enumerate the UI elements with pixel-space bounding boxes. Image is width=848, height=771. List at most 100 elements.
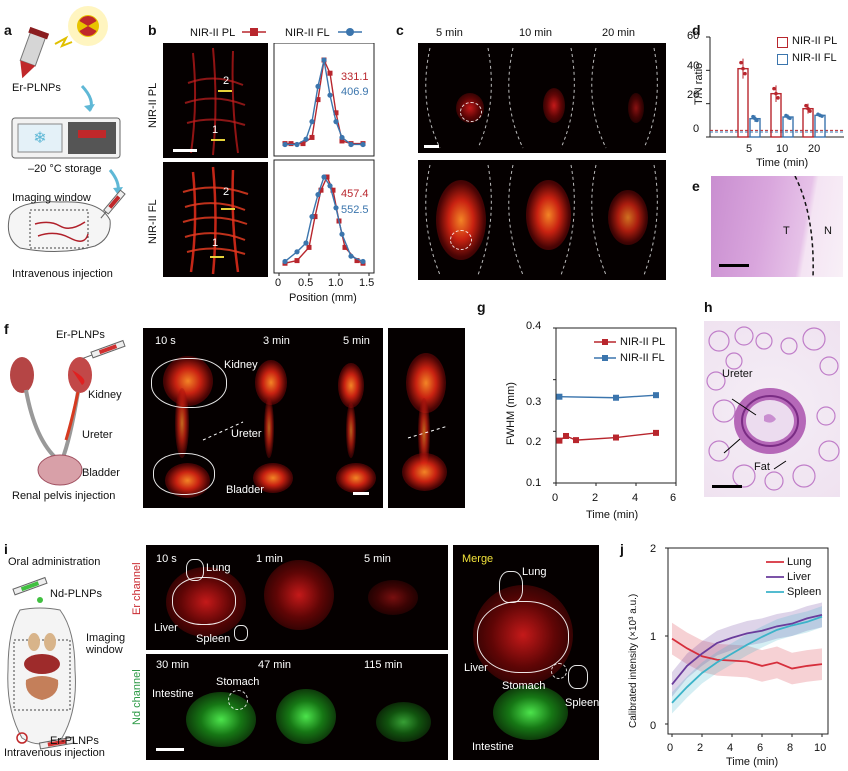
g-line-chart [553, 327, 677, 486]
d-bar [737, 67, 749, 138]
d-bar-chart [706, 36, 844, 138]
b-profile-point [321, 57, 327, 63]
d-ytick-2: 40 [687, 60, 700, 72]
b-profile-point [309, 134, 315, 140]
i-er-time-2: 5 min [364, 553, 391, 565]
g-xlabel: Time (min) [586, 509, 639, 521]
e-t-label: T [783, 225, 790, 237]
b-profile-point [318, 187, 324, 193]
j-xtick-3: 6 [757, 742, 764, 754]
i-nd-time-2: 115 min [364, 659, 403, 671]
b-profile-point [300, 141, 306, 147]
f-time-1: 3 min [263, 335, 290, 347]
i-spleen-label: Spleen [196, 633, 231, 645]
b-marker-2: 2 [223, 75, 230, 87]
h-ureter-label: Ureter [722, 368, 753, 380]
j-line-chart [665, 547, 829, 737]
d-dot [786, 115, 790, 119]
j-ylabel: Calibrated intensity (×10³ a.u.) [628, 593, 639, 728]
b-profile-point [315, 97, 321, 103]
i-nd-channel-label: Nd channel [131, 669, 143, 725]
i-er-time-0: 10 s [156, 553, 177, 565]
j-xtick-4: 8 [787, 742, 794, 754]
i-er-plnps-label: Er-PLNPs [50, 735, 99, 747]
b-marker-1: 1 [212, 124, 219, 136]
b-profile-point [303, 136, 309, 142]
b-val-pl-red: 331.1 [341, 71, 369, 83]
b-profile-plots [273, 43, 375, 276]
kidney-left-icon [10, 357, 34, 393]
panel-f-label: f [4, 321, 9, 337]
f-injection-label: Renal pelvis injection [12, 490, 116, 502]
b-profile-point [288, 141, 294, 147]
j-ytick-0: 0 [650, 720, 657, 732]
panel-c-label: c [396, 22, 404, 38]
h-histology-image [704, 321, 840, 497]
d-dot [753, 116, 757, 121]
b-profile-point [282, 141, 288, 148]
j-legend-liver: Liver [787, 571, 811, 583]
c-time-0: 5 min [436, 27, 463, 39]
d-ytick-1: 20 [687, 89, 700, 101]
g-legend-fl: NIR-II FL [620, 352, 665, 364]
g-ytick-2: 0.3 [526, 396, 542, 408]
f-bladder-label: Bladder [82, 467, 120, 479]
radiation-icon [79, 16, 97, 36]
i-merge-image [453, 545, 599, 760]
f-time-images [143, 328, 383, 508]
b-profile-point [321, 174, 327, 180]
b-profile-point [333, 110, 339, 116]
syringe-icon [100, 189, 126, 219]
d-legend-fl-swatch [777, 54, 788, 65]
j-error-band [672, 622, 822, 685]
d-dot [774, 91, 778, 96]
mouse-icon [7, 201, 111, 253]
b-profile-point [324, 174, 330, 180]
panel-a-schematic: ❄ [7, 6, 126, 253]
row-pl-label: NIR-II PL [147, 82, 159, 128]
panel-d-label: d [692, 22, 701, 38]
f-ureter-label: Ureter [82, 429, 113, 441]
j-frame [667, 547, 829, 735]
panel-i-label: i [4, 541, 8, 557]
c-time-1: 10 min [519, 27, 553, 39]
syringe-icon [82, 339, 126, 359]
i-imaging-window-label: Imaging window [86, 632, 126, 656]
panel-h-label: h [704, 299, 713, 315]
g-xtick-3: 6 [670, 492, 677, 504]
d-legend-pl: NIR-II PL [792, 35, 838, 47]
i-merge-lung-label: Lung [522, 566, 547, 578]
g-point [563, 432, 569, 439]
i-merge-intestine-label: Intestine [472, 741, 514, 753]
svg-text:❄: ❄ [33, 130, 46, 147]
panel-e-label: e [692, 178, 700, 194]
b-xtick-3: 1.5 [359, 277, 375, 289]
d-legend-fl: NIR-II FL [792, 52, 837, 64]
d-dot [739, 60, 743, 65]
i-nd-time-1: 47 min [258, 659, 292, 671]
f-img-kidney-label: Kidney [224, 359, 258, 371]
j-xtick-2: 4 [727, 742, 734, 754]
c-fl-images [418, 160, 666, 280]
i-er-images [146, 545, 448, 650]
f-time-0: 10 s [155, 335, 176, 347]
b-profile-point [294, 249, 300, 255]
f-urinary-schematic [10, 339, 126, 486]
j-legend-lung: Lung [787, 556, 812, 568]
g-ytick-1: 0.2 [526, 436, 542, 448]
d-bar [814, 114, 826, 138]
g-legend-marker [602, 355, 608, 361]
injection-label: Intravenous injection [12, 268, 113, 280]
b-val-fl-blue: 552.5 [341, 204, 369, 216]
j-ytick-2: 2 [650, 543, 657, 555]
storage-label: –20 °C storage [28, 163, 102, 175]
d-bar [782, 116, 794, 138]
f-img-ureter-label: Ureter [231, 428, 262, 440]
i-liver-label: Liver [154, 622, 178, 634]
b-profile-point [354, 258, 360, 264]
b-profile-point [309, 214, 315, 220]
j-xtick-1: 2 [697, 742, 704, 754]
i-merge-liver-label: Liver [464, 662, 488, 674]
f-extra-image [388, 328, 465, 508]
i-merge-label: Merge [462, 553, 494, 565]
